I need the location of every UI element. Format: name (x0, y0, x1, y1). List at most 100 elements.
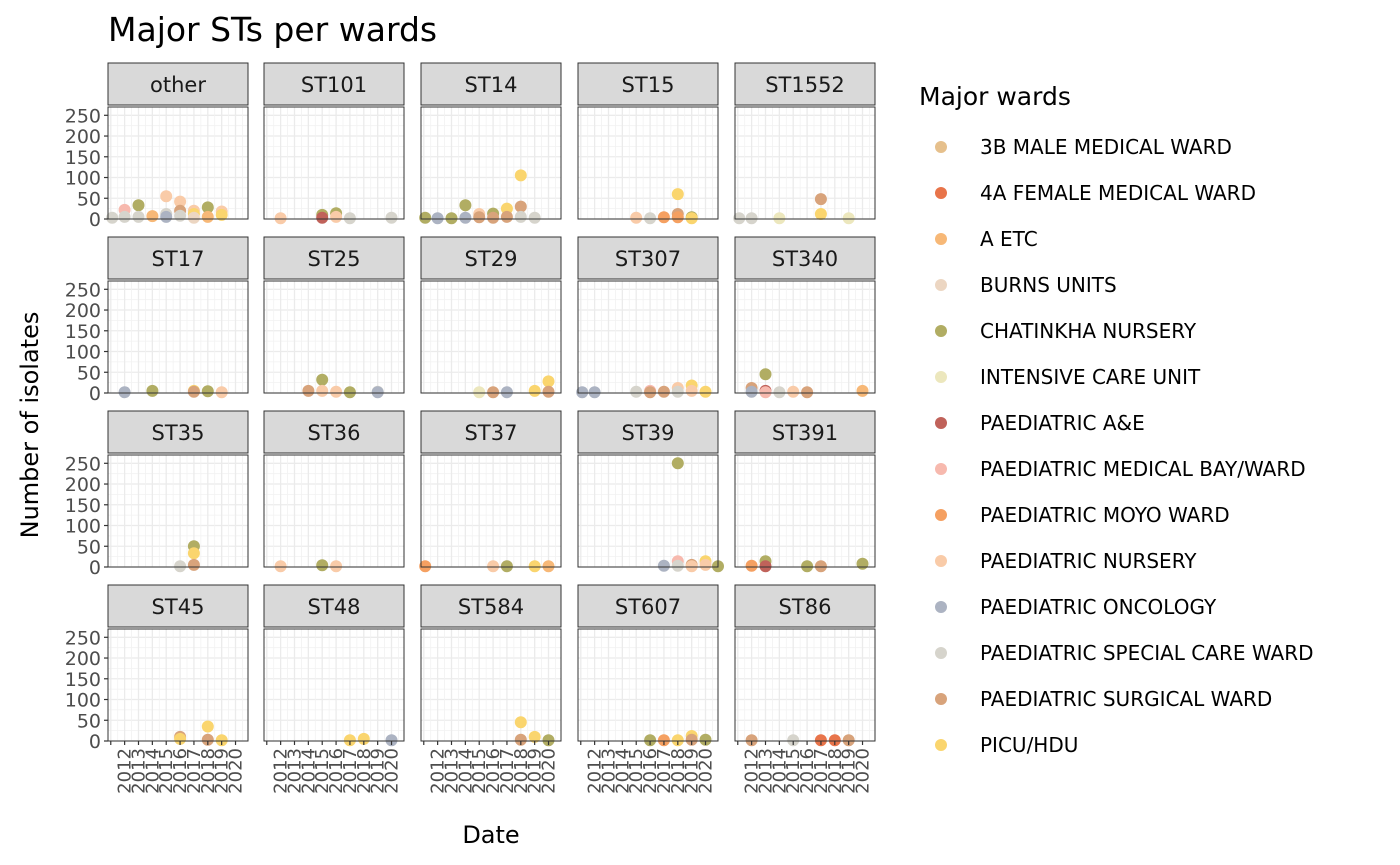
data-point (215, 734, 228, 747)
data-point (371, 386, 384, 399)
panel-border (577, 280, 719, 394)
data-point (576, 386, 589, 399)
facet-strip (107, 584, 249, 628)
facet-strip-label: ST45 (152, 595, 205, 619)
legend-title: Major wards (919, 82, 1071, 111)
legend-label: PAEDIATRIC SPECIAL CARE WARD (980, 641, 1314, 665)
panel-background (578, 455, 718, 567)
data-point (685, 384, 698, 397)
legend: Major wards 3B MALE MEDICAL WARD 4A FEMAL… (919, 82, 1314, 757)
data-point (671, 457, 684, 470)
panel-background (108, 455, 248, 567)
panel-border (734, 106, 876, 220)
panel-border (107, 106, 249, 220)
facet-strip-label: ST607 (615, 595, 681, 619)
x-tick-label: 2013 (755, 748, 776, 794)
data-point (330, 210, 343, 223)
y-tick-label: 0 (89, 209, 101, 231)
x-tick-label: 2017 (811, 748, 832, 794)
x-tick-label: 2014 (769, 748, 790, 794)
data-point (856, 557, 869, 570)
y-tick-label: 200 (65, 300, 101, 322)
facet-strip (734, 410, 876, 454)
x-tick-label: 2017 (340, 748, 361, 794)
data-point (445, 212, 458, 225)
data-point (187, 385, 200, 398)
y-tick-label: 250 (65, 279, 101, 301)
panel-background (735, 455, 875, 567)
facet-strip (577, 584, 719, 628)
y-tick-label: 150 (65, 669, 101, 691)
data-point (500, 210, 513, 223)
facet-strip-label: ST584 (458, 595, 524, 619)
legend-swatch (935, 325, 947, 337)
data-point (856, 384, 869, 397)
data-point (187, 547, 200, 560)
data-point (174, 209, 187, 222)
legend-label: PAEDIATRIC NURSERY (980, 549, 1197, 573)
x-tick-label: 2015 (312, 748, 333, 794)
data-point (801, 386, 814, 399)
data-point (842, 212, 855, 225)
data-point (385, 211, 398, 224)
panel-background (108, 629, 248, 741)
legend-swatch (935, 371, 947, 383)
data-point (745, 734, 758, 747)
data-point (174, 732, 187, 745)
gridlines (421, 281, 561, 394)
legend-item: BURNS UNITS (935, 273, 1117, 297)
legend-item: PAEDIATRIC MEDICAL BAY/WARD (935, 457, 1306, 481)
legend-item: A ETC (935, 227, 1038, 251)
panel-background (264, 107, 404, 219)
data-point (528, 730, 541, 743)
panel-background (578, 107, 718, 219)
x-tick-label: 2012 (115, 748, 136, 794)
facet-strip (263, 236, 405, 280)
facet-ST101: ST101 (263, 62, 405, 225)
x-axis-title: Date (462, 821, 519, 849)
y-tick-label: 50 (77, 362, 101, 384)
x-tick-label: 2016 (797, 748, 818, 794)
data-point (473, 386, 486, 399)
y-tick-label: 250 (65, 627, 101, 649)
data-point (801, 560, 814, 573)
panel-background (421, 281, 561, 393)
legend-item: CHATINKHA NURSERY (935, 319, 1197, 343)
facet-ST607: ST607 20122013201420152016201720182019202… (577, 584, 719, 794)
legend-swatch (935, 141, 947, 153)
data-point (274, 212, 287, 225)
data-point (330, 560, 343, 573)
facet-ST39: ST39 (577, 410, 724, 573)
facet-strip (107, 410, 249, 454)
legend-item: PAEDIATRIC A&E (935, 411, 1145, 435)
data-point (201, 201, 214, 214)
data-point (671, 211, 684, 224)
data-point (828, 734, 841, 747)
y-tick-label: 0 (89, 383, 101, 405)
x-tick-label: 2016 (326, 748, 347, 794)
y-tick-label: 150 (65, 147, 101, 169)
data-point (745, 385, 758, 398)
data-point (773, 386, 786, 399)
panel-border (734, 454, 876, 568)
data-point (644, 734, 657, 747)
data-point (132, 210, 145, 223)
data-point (787, 385, 800, 398)
legend-item: PAEDIATRIC NURSERY (935, 549, 1197, 573)
x-tick-label: 2020 (696, 748, 717, 794)
panel-border (734, 280, 876, 394)
data-point (528, 211, 541, 224)
gridlines (264, 281, 404, 394)
legend-item: PAEDIATRIC SPECIAL CARE WARD (935, 641, 1314, 665)
data-point (644, 212, 657, 225)
data-point (118, 386, 131, 399)
data-point (487, 386, 500, 399)
data-point (106, 211, 119, 224)
x-tick-label: 2016 (170, 748, 191, 794)
data-point (542, 560, 555, 573)
facet-strip-label: ST39 (622, 421, 675, 445)
data-point (671, 734, 684, 747)
facet-strip (577, 62, 719, 106)
